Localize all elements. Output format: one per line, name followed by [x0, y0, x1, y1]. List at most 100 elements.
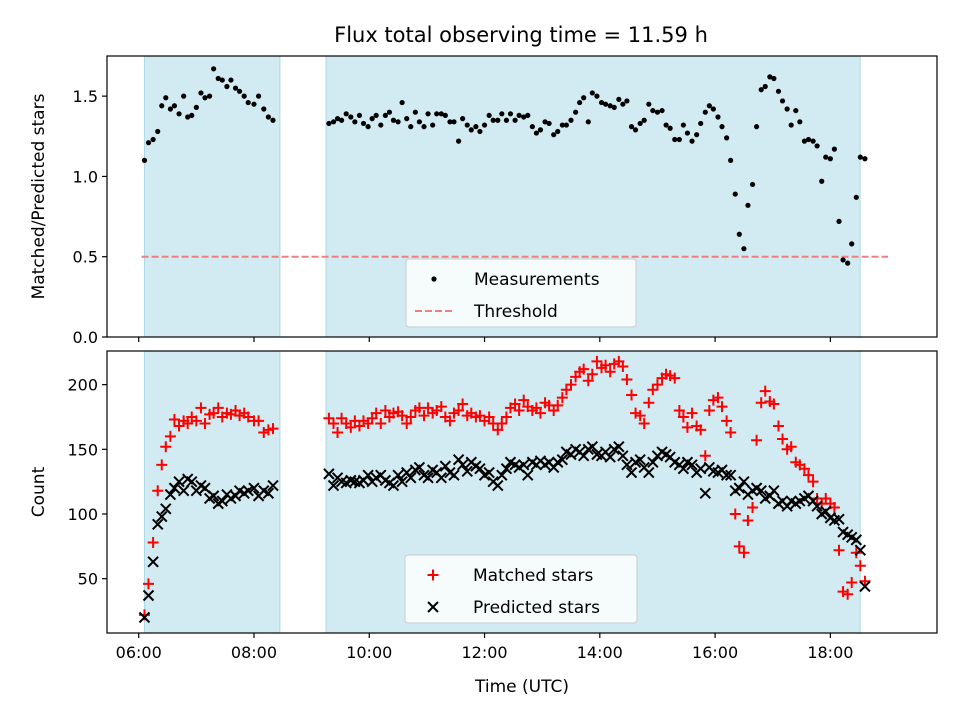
measurement-point [680, 122, 686, 128]
predicted-stars-point [248, 482, 260, 494]
matched-stars-point [626, 389, 638, 401]
x-tick-label: 18:00 [807, 643, 853, 662]
measurement-point [241, 93, 247, 99]
measurement-point [352, 119, 358, 125]
measurement-point [408, 124, 414, 130]
matched-stars-point [729, 508, 741, 520]
measurement-point [620, 101, 626, 107]
matched-stars-point [712, 392, 724, 404]
matched-stars-point [798, 463, 810, 475]
predicted-stars-point [267, 479, 279, 492]
y-axis-label: Matched/Predicted stars [29, 93, 49, 299]
measurement-point [412, 109, 418, 115]
predicted-stars-point [474, 463, 486, 475]
matched-stars-point [370, 407, 382, 419]
y-tick-label: 1.0 [73, 167, 98, 186]
predicted-stars-point [164, 488, 177, 501]
measurement-point [779, 98, 786, 104]
matched-stars-point [552, 399, 564, 411]
measurement-point [573, 109, 579, 115]
measurement-point [823, 154, 829, 160]
measurement-point [202, 95, 208, 101]
measurement-point [577, 99, 583, 106]
measurement-point [758, 87, 764, 93]
measurement-point [464, 122, 470, 128]
measurement-point [836, 218, 842, 224]
legend-label: Matched stars [473, 566, 593, 586]
measurement-point [378, 122, 384, 128]
measurement-point [155, 128, 161, 135]
measurement-point [840, 257, 846, 263]
y-tick-label: 0.0 [73, 328, 98, 347]
matched-stars-point [716, 401, 728, 413]
matched-stars-point [509, 398, 521, 410]
measurement-point [732, 191, 738, 197]
matched-stars-point [582, 375, 594, 387]
measurement-point [265, 114, 271, 120]
measurement-point [719, 124, 725, 130]
measurement-point [628, 124, 635, 130]
observing-window-band [144, 56, 280, 337]
matched-stars-point [725, 426, 737, 438]
legend-marker-plus [427, 569, 439, 581]
x-tick-label: 16:00 [692, 643, 738, 662]
predicted-stars-point [177, 484, 190, 497]
predicted-stars-point [621, 459, 633, 471]
measurement-point [853, 194, 859, 200]
measurement-point [181, 93, 187, 99]
legend: Matched stars Predicted stars [404, 554, 638, 624]
matched-stars-point [686, 407, 698, 419]
measurement-point [637, 120, 643, 127]
matched-stars-point [195, 402, 207, 414]
observing-window-band [144, 351, 280, 633]
matched-stars-point [556, 392, 568, 404]
matched-stars-point [733, 540, 745, 552]
predicted-stars-point [850, 534, 863, 546]
predicted-stars-point [448, 469, 460, 481]
measurement-point [228, 77, 234, 83]
matched-stars-point [534, 407, 546, 419]
measurement-point [521, 114, 527, 120]
measurement-point [185, 114, 191, 120]
y-tick-label: 50 [78, 570, 98, 589]
matched-stars-point [565, 379, 577, 391]
measurement-point [654, 109, 661, 115]
measurement-point [425, 111, 431, 117]
matched-stars-point [513, 405, 525, 417]
measurement-point [753, 124, 760, 130]
predicted-stars-point [677, 463, 690, 475]
plot-data [138, 355, 871, 624]
measurement-point [793, 107, 799, 114]
predicted-stars-point [160, 503, 172, 515]
x-axis-label: Time (UTC) [474, 677, 569, 697]
measurement-point [641, 117, 647, 123]
y-axis-label: Count [29, 466, 49, 517]
predicted-stars-point [643, 466, 655, 479]
measurement-point [512, 117, 518, 123]
matched-stars-point [747, 502, 759, 514]
matched-stars-point [518, 394, 530, 406]
measurement-point [762, 83, 768, 90]
measurement-point [490, 117, 496, 123]
y-tick-label: 150 [67, 440, 98, 459]
predicted-stars-point [152, 518, 164, 531]
predicted-stars-point [617, 450, 629, 462]
matched-stars-point [677, 411, 689, 423]
matched-stars-point [267, 423, 279, 435]
x-tick-label: 14:00 [577, 643, 623, 662]
predicted-stars-point [604, 451, 616, 463]
matched-stars-point [850, 547, 862, 559]
predicted-stars-point [859, 580, 871, 593]
matched-stars-point [375, 417, 387, 429]
measurement-point [261, 106, 267, 112]
measurement-point [749, 181, 756, 188]
matched-stars-point [785, 441, 797, 453]
measurement-point [330, 119, 337, 125]
measurement-point [224, 83, 230, 90]
matched-stars-point [418, 410, 430, 422]
measurement-point [334, 116, 341, 122]
measurement-point [555, 128, 561, 135]
measurement-point [360, 120, 367, 127]
measurement-point [551, 132, 557, 138]
measurement-point [767, 74, 773, 80]
